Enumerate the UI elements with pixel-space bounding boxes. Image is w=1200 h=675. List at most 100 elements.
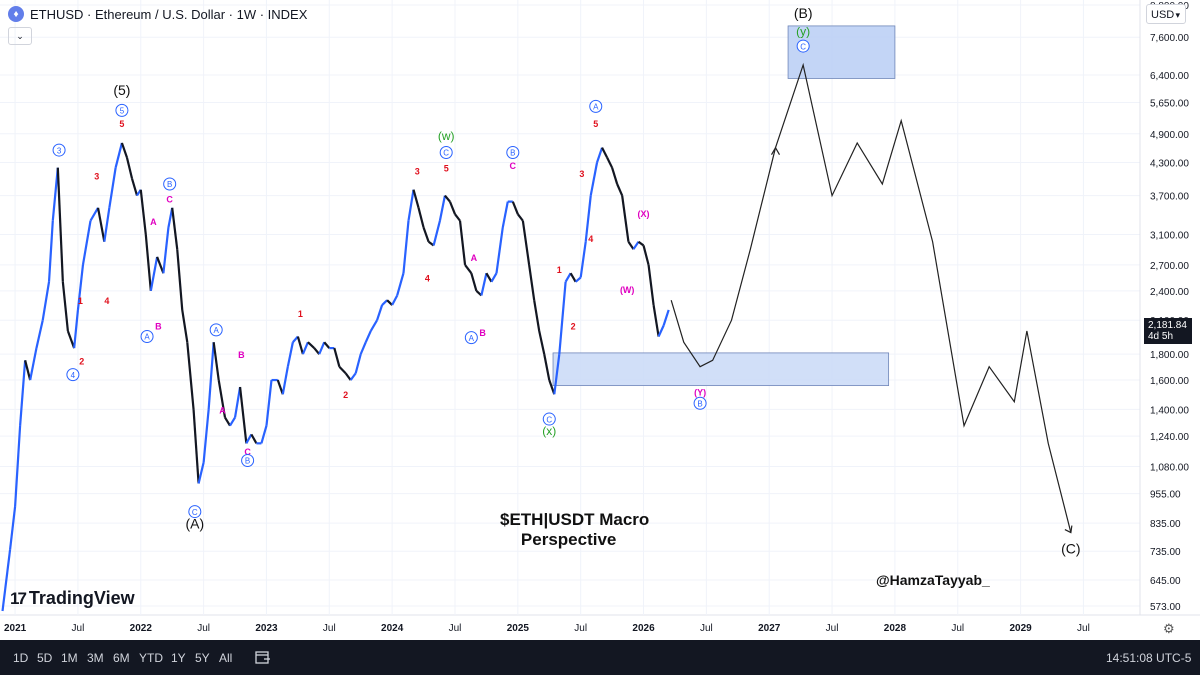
wave-label: 3 <box>94 172 99 182</box>
y-tick-label: 4,900.00 <box>1150 130 1189 141</box>
wave-label: 4 <box>71 371 76 380</box>
price-segment <box>495 227 504 274</box>
price-segment <box>229 416 236 427</box>
price-segment <box>66 330 76 349</box>
target-zone-box <box>552 352 890 387</box>
x-tick-label: Jul <box>826 623 839 634</box>
y-tick-label: 3,100.00 <box>1150 231 1189 242</box>
y-tick-label: 5,650.00 <box>1150 98 1189 109</box>
wave-label-circle <box>163 177 177 191</box>
price-segment <box>589 162 599 196</box>
y-tick-label: 3,700.00 <box>1150 192 1189 203</box>
wave-label: 2 <box>571 322 576 332</box>
wave-label: C <box>192 508 198 517</box>
wave-label: 4 <box>425 273 430 283</box>
wave-label-circle <box>209 323 223 337</box>
range-1m-button[interactable]: 1M <box>61 651 78 665</box>
price-segment <box>192 409 200 484</box>
range-all-button[interactable]: All <box>219 651 233 665</box>
price-segment <box>574 276 582 283</box>
price-segment <box>96 207 106 242</box>
wave-label: C <box>510 161 517 171</box>
price-segment <box>73 309 80 349</box>
wave-label: 5 <box>444 164 449 174</box>
price-segment <box>29 347 38 381</box>
wave-label: B <box>238 350 245 360</box>
wave-label: (C) <box>1061 541 1080 557</box>
price-segment <box>76 264 85 311</box>
wave-label-circle <box>693 396 707 410</box>
wave-label-circle <box>589 99 603 113</box>
price-segment <box>250 433 258 444</box>
price-segment <box>564 272 572 283</box>
price-segment <box>458 220 467 266</box>
wave-label: (X) <box>638 209 650 219</box>
wave-label-circle <box>439 146 453 160</box>
price-segment <box>501 201 509 228</box>
price-segment <box>212 342 220 381</box>
calendar-range-icon[interactable] <box>255 649 271 665</box>
price-segment <box>407 189 415 221</box>
wave-label: B <box>479 328 486 338</box>
tradingview-logo[interactable]: 17 TradingView <box>10 588 135 609</box>
range-1y-button[interactable]: 1Y <box>171 651 186 665</box>
price-segment <box>265 379 273 426</box>
range-ytd-button[interactable]: YTD <box>139 651 163 665</box>
range-1d-button[interactable]: 1D <box>13 651 29 665</box>
price-segment <box>543 353 551 381</box>
target-zone-box <box>787 25 896 79</box>
price-segment <box>422 227 430 243</box>
tradingview-logo-text: TradingView <box>28 588 135 608</box>
last-price-tag: 2,181.84 4d 5h <box>1144 318 1192 344</box>
currency-selector[interactable]: USD <box>1146 4 1186 25</box>
price-segment <box>516 213 524 222</box>
range-5y-button[interactable]: 5Y <box>195 651 210 665</box>
range-3m-button[interactable]: 3M <box>87 651 104 665</box>
symbol-title[interactable]: ETHUSD · Ethereum / U.S. Dollar · 1W · I… <box>30 6 308 22</box>
price-segment <box>464 264 473 274</box>
price-segment <box>130 178 139 196</box>
price-segment <box>144 234 152 291</box>
range-6m-button[interactable]: 6M <box>113 651 130 665</box>
price-segment <box>35 319 44 349</box>
chevron-down-icon[interactable]: ⌄ <box>8 27 32 45</box>
price-segment <box>381 299 388 306</box>
wave-label-circle <box>115 103 129 117</box>
title-watermark: $ETH|USDT Macro Perspective <box>500 510 649 550</box>
x-tick-label: Jul <box>1077 623 1090 634</box>
price-segment <box>601 147 609 158</box>
clock-readout[interactable]: 14:51:08 UTC-5 <box>1106 651 1192 665</box>
price-segment <box>224 416 231 427</box>
price-segment <box>470 272 478 292</box>
wave-label: 5 <box>593 119 598 129</box>
wave-label: (x) <box>542 424 556 438</box>
range-5d-button[interactable]: 5D <box>37 651 53 665</box>
price-segment <box>186 342 195 410</box>
price-segment <box>61 281 69 332</box>
y-tick-label: 735.00 <box>1150 547 1181 558</box>
wave-label: A <box>214 326 220 335</box>
x-tick-label: 2021 <box>4 623 27 634</box>
price-segment <box>579 241 587 278</box>
last-price-value: 2,181.84 <box>1148 320 1187 331</box>
price-segment <box>538 330 546 355</box>
wave-label: (5) <box>113 82 130 98</box>
price-segment <box>162 227 170 274</box>
wave-label: B <box>697 399 702 408</box>
price-segment <box>281 366 289 395</box>
price-segment <box>412 189 420 209</box>
price-segment <box>448 201 457 215</box>
wave-label: C <box>546 415 552 424</box>
price-segment <box>616 183 624 197</box>
price-segment <box>125 157 134 179</box>
price-chart[interactable]: 573.00 645.00 735.00 835.00 955.00 1,080.00 1,… <box>0 0 1200 640</box>
x-tick-label: Jul <box>449 623 462 634</box>
wave-label-circle <box>542 412 556 426</box>
price-segment <box>344 372 352 381</box>
wave-label: A <box>150 217 157 227</box>
projection-arrow-head <box>1064 525 1073 534</box>
gear-icon[interactable]: ⚙ <box>1163 621 1175 636</box>
wave-label: (A) <box>185 515 204 531</box>
x-tick-label: 2026 <box>632 623 655 634</box>
price-segment <box>181 309 189 343</box>
